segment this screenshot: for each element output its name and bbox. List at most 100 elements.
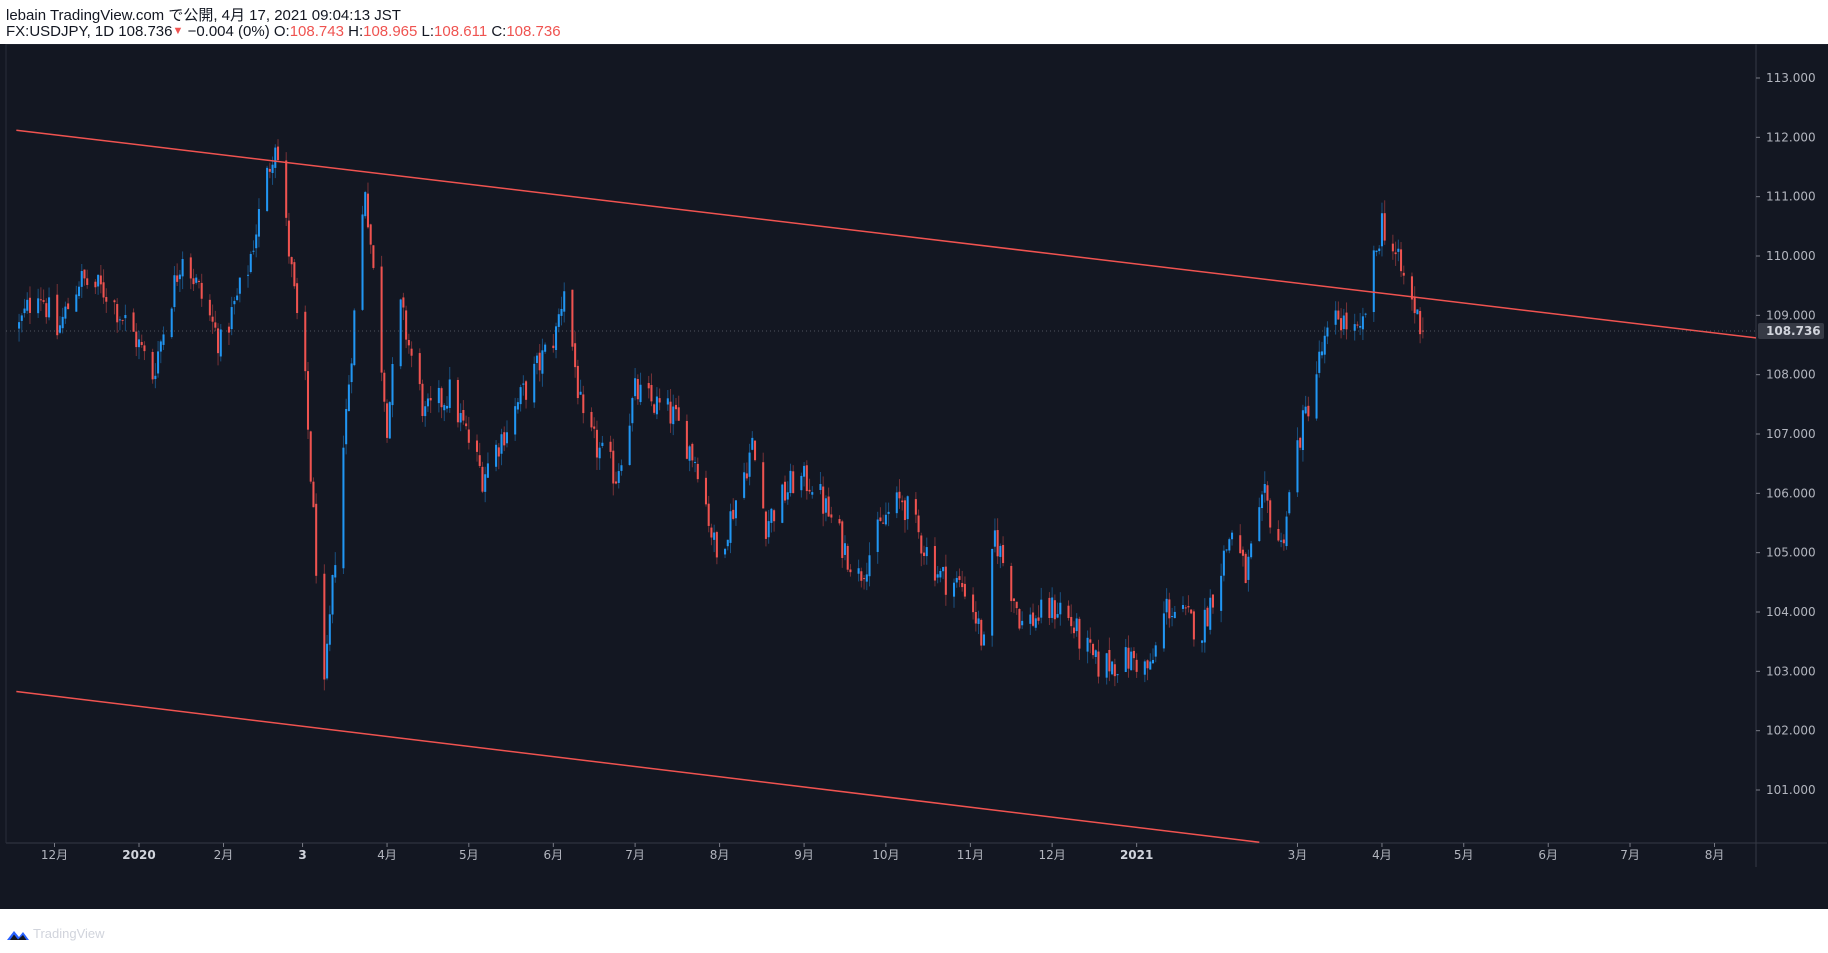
candle-body [958,576,961,580]
candle-body [751,437,754,450]
x-tick-label: 6月 [544,848,564,862]
candle-body [306,371,310,430]
candle-body [287,220,290,257]
candle-body [1032,612,1035,626]
chart-area[interactable]: 101.000 102.000 103.000 104.000 105.000 106.0… [0,44,1828,941]
candle-body [233,300,236,305]
candle-body [1364,313,1367,315]
candle-body [767,521,770,538]
candle-body [1201,640,1204,643]
candle-body [236,295,239,301]
candle-body [516,402,519,410]
publisher-name[interactable]: lebain [6,7,47,24]
candle-body [1378,248,1381,252]
candle-body [475,440,479,452]
current-price-badge [1758,322,1824,339]
candle-body [1315,374,1318,419]
y-tick-label: 101.000 [1766,783,1816,797]
candle-body [350,363,353,383]
open-label: O: [273,23,290,40]
candle-body [467,429,470,443]
candle-body [914,499,917,515]
candle-body [178,274,181,280]
candle-body [773,510,776,522]
candle-body [841,521,844,558]
y-tick-label: 105.000 [1766,546,1816,560]
candle-body [37,298,40,314]
candle-body [822,486,825,514]
candle-body [933,546,936,581]
candle-body [28,297,31,313]
candle-body [1375,250,1378,253]
tradingview-logo-icon[interactable] [6,928,30,942]
candle-body [601,442,604,447]
candle-body [887,511,890,514]
candle-body [672,406,675,425]
candle-body [497,447,500,457]
candle-body [1072,627,1075,634]
tradingview-brand[interactable]: TradingView [33,926,105,941]
candle-body [1048,597,1051,619]
candle-body [255,234,258,249]
candle-body [1067,605,1070,619]
candle-body [808,489,811,492]
candle-body [252,250,255,252]
candle-body [20,315,23,321]
candle-body [410,348,413,356]
candle-body [1280,540,1283,542]
candle-body [500,434,503,454]
candle-body [1299,437,1302,448]
candle-body [443,405,446,411]
y-tick-label: 109.000 [1766,308,1816,322]
candle-body [23,308,26,314]
symbol-label[interactable]: FX:USDJPY, 1D [6,23,115,40]
candle-body [383,372,386,402]
candle-body [1012,598,1016,602]
candle-body [200,282,203,299]
candle-body [78,286,81,297]
candle-body [991,548,994,636]
candle-body [121,319,124,321]
candle-body [595,429,598,458]
candle-body [688,446,691,461]
candle-body [1190,609,1193,614]
candle-body [113,300,116,303]
candle-body [571,289,574,347]
candle-body [181,259,184,277]
candle-body [1037,617,1040,621]
candle-body [803,465,806,477]
candle-body [132,312,135,332]
candle-body [285,160,288,218]
candle-body [754,440,757,461]
candle-body [650,384,653,402]
candle-body [238,277,241,294]
candle-body [328,614,331,645]
candle-body [1326,327,1329,337]
candle-body [942,566,945,572]
candle-body [151,351,154,380]
candle-body [827,496,830,517]
candle-body [1097,651,1100,677]
candle-body [1228,539,1231,551]
candle-body [1206,607,1209,627]
candle-body [1015,601,1018,609]
candle-body [1135,659,1138,672]
candle-body [1250,543,1253,558]
price-chart[interactable]: 101.000 102.000 103.000 104.000 105.000 106.0… [0,44,1828,909]
candle-body [481,466,484,492]
candle-body [304,311,307,372]
candle-body [1222,550,1225,576]
x-tick-label: 11月 [957,848,984,862]
candle-body [710,527,713,538]
candle-body [64,306,67,319]
candle-body [1143,661,1146,675]
candle-body [895,492,898,514]
candle-body [1029,614,1032,624]
candle-body [1220,575,1223,611]
candle-body [996,530,999,557]
candle-body [1075,618,1078,632]
candle-body [1356,324,1359,326]
candle-body [898,491,901,499]
candle-body [388,402,391,439]
x-tick-label: 8月 [1705,848,1725,862]
